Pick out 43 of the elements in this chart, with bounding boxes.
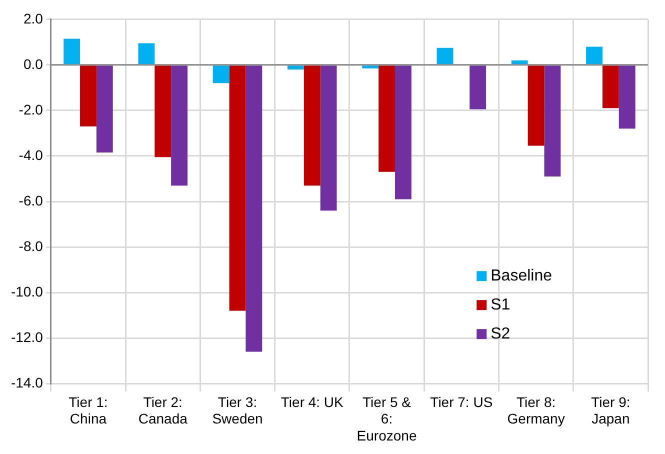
y-tick-label: -6.0 bbox=[18, 192, 44, 208]
bar bbox=[320, 66, 337, 211]
bar bbox=[154, 66, 172, 158]
bar bbox=[229, 66, 246, 311]
bar bbox=[304, 66, 320, 186]
bar bbox=[80, 66, 96, 126]
y-tick-label: -10.0 bbox=[10, 283, 44, 300]
x-tick-label: Tier 8: Germany bbox=[507, 394, 565, 427]
bar bbox=[544, 66, 561, 176]
y-tick-label: -2.0 bbox=[18, 101, 44, 118]
bar bbox=[138, 43, 155, 64]
y-tick-label: -12.0 bbox=[10, 328, 44, 345]
x-tick-label: Tier 2: Canada bbox=[138, 394, 188, 427]
bar bbox=[212, 66, 230, 84]
x-tick-label: Tier 4: UK bbox=[280, 394, 344, 410]
bar bbox=[602, 66, 619, 108]
bar bbox=[378, 66, 395, 172]
bar bbox=[246, 66, 262, 352]
bar bbox=[171, 66, 188, 186]
legend-label: Baseline bbox=[490, 268, 552, 285]
bar bbox=[288, 66, 304, 70]
bar bbox=[436, 48, 454, 64]
y-tick-label: 0.0 bbox=[23, 56, 44, 72]
bar bbox=[64, 38, 80, 64]
bar bbox=[511, 60, 528, 64]
x-tick-label: Tier 5 & 6: Eurozone bbox=[356, 394, 417, 444]
bar bbox=[528, 66, 544, 146]
bar bbox=[394, 66, 412, 200]
y-tick-label: -14.0 bbox=[10, 374, 44, 390]
x-tick-label: Tier 3: Sweden bbox=[212, 394, 263, 427]
bar bbox=[618, 66, 636, 129]
bar bbox=[96, 66, 113, 153]
bar bbox=[470, 66, 486, 110]
y-tick-label: 2.0 bbox=[23, 10, 44, 26]
x-tick-label: Tier 7: US bbox=[430, 394, 493, 410]
bar bbox=[362, 66, 379, 68]
y-tick-label: -4.0 bbox=[18, 146, 44, 163]
bar bbox=[586, 46, 602, 64]
legend-label: S1 bbox=[490, 296, 510, 314]
x-tick-label: Tier 1: China bbox=[68, 394, 108, 427]
y-tick-label: -8.0 bbox=[18, 238, 44, 254]
legend-label: S2 bbox=[490, 326, 510, 343]
x-tick-label: Tier 9: Japan bbox=[591, 394, 630, 427]
